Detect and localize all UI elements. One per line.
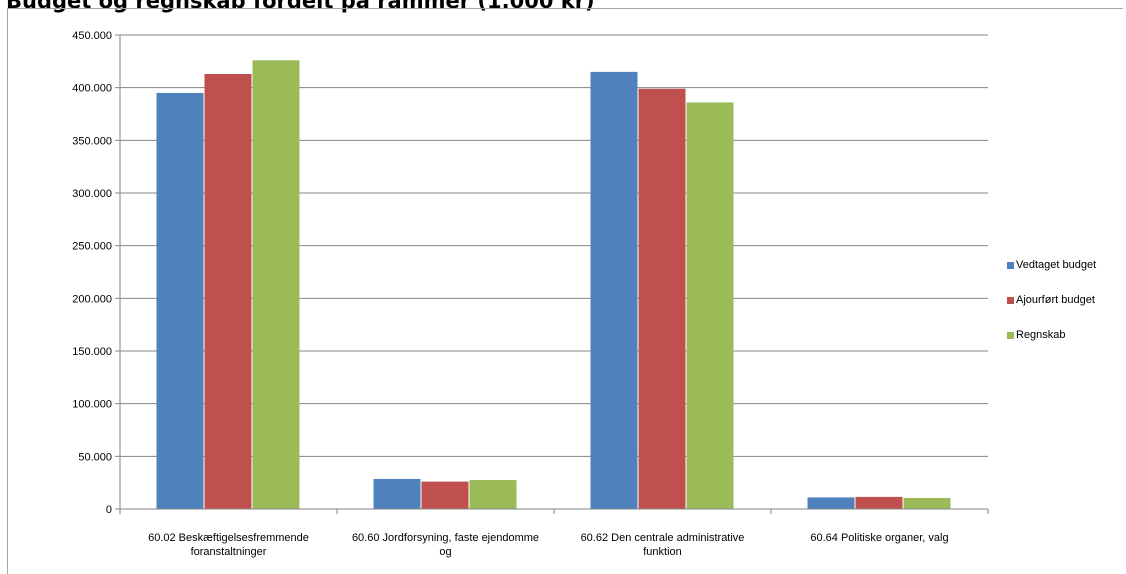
y-tick-label: 100.000 [72,399,112,411]
legend-label: Vedtaget budget [1016,259,1097,271]
legend-label: Regnskab [1016,329,1066,341]
y-tick-label: 400.000 [72,83,112,95]
bar [252,60,300,509]
x-tick-label: 60.60 Jordforsyning, faste ejendomme og [352,532,539,558]
y-tick-label: 200.000 [72,293,112,305]
x-axis-ticks: 60.02 Beskæftigelsesfremmende foranstaltn… [119,509,989,558]
legend: Vedtaget budget Ajourført budget Regnskab [1007,257,1096,362]
bar [855,496,903,509]
y-tick-label: 350.000 [72,135,112,147]
y-tick-label: 0 [106,504,112,516]
bar [156,92,204,509]
bar [638,88,686,509]
bar [421,481,469,509]
bar [373,478,421,509]
legend-swatch [1007,296,1014,304]
legend-item: Vedtaget budget [1007,257,1096,273]
bar [590,71,638,509]
legend-label: Ajourført budget [1016,294,1095,306]
y-tick-label: 150.000 [72,346,112,358]
legend-item: Regnskab [1007,327,1096,343]
y-tick-label: 300.000 [72,188,112,200]
bars [156,60,951,510]
bar [686,102,734,509]
legend-item: Ajourført budget [1007,292,1096,308]
x-tick-label: 60.62 Den centrale administrative funktio… [581,532,745,558]
y-tick-label: 250.000 [72,241,112,253]
legend-swatch [1007,261,1014,269]
bar [903,497,951,509]
x-tick-label: 60.64 Politiske organer, valg [810,532,948,544]
chart-frame [7,8,1123,574]
legend-swatch [1007,331,1014,339]
x-tick-label: 60.02 Beskæftigelsesfremmende foranstaltn… [148,532,309,558]
chart-title: Budget og regnskab fordelt på rammer (1.… [6,0,595,13]
bar [204,73,252,510]
bar [807,497,855,509]
bar [469,480,517,509]
y-tick-label: 450.000 [72,30,112,42]
y-axis-ticks: 0 50.000 100.000 150.000 200.000 250.000 300.0… [72,30,120,516]
y-tick-label: 50.000 [78,451,112,463]
